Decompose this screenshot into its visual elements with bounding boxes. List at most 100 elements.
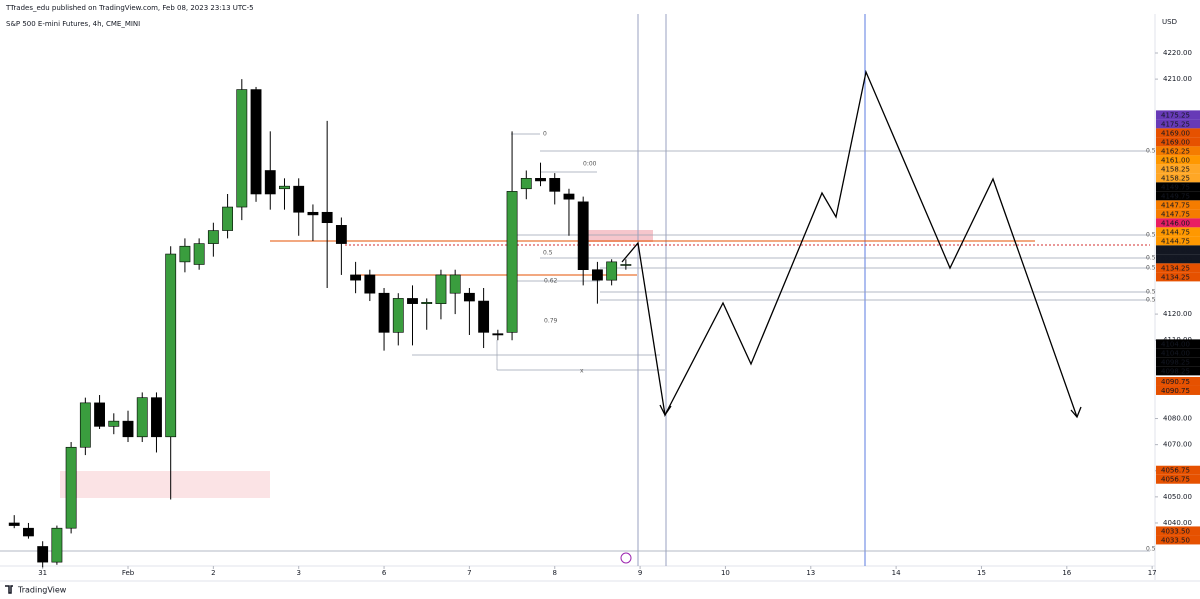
price-badge-label: 4175.25	[1161, 111, 1190, 119]
price-badge	[1156, 474, 1200, 484]
x-tick-label: 7	[467, 569, 471, 577]
candle-body	[8, 522, 20, 526]
brand-logo	[5, 585, 13, 594]
price-badge	[1156, 245, 1200, 255]
price-badge	[1156, 209, 1200, 219]
fib-label: 0.5	[543, 250, 553, 257]
price-badge-label: 4134.25	[1161, 273, 1190, 281]
candle-body	[478, 300, 490, 333]
fib-lines	[0, 133, 1150, 552]
candle-body	[577, 201, 589, 271]
fib-label: 0	[543, 131, 547, 138]
x-tick-label: 9	[638, 569, 642, 577]
candle-body	[279, 185, 290, 190]
candle-body	[606, 261, 618, 281]
candle-body	[264, 170, 276, 195]
price-badge	[1156, 119, 1200, 129]
candle-body	[364, 274, 376, 294]
price-badge-label: 4098.25	[1161, 367, 1190, 375]
candle-body	[492, 333, 504, 336]
candle-body	[236, 89, 248, 208]
price-badge	[1156, 110, 1200, 120]
price-badge	[1156, 535, 1200, 545]
candle-body	[165, 253, 177, 438]
candle-body	[421, 302, 433, 304]
price-badge	[1156, 200, 1200, 210]
candle-body	[94, 402, 105, 427]
fib-label: x	[580, 368, 584, 375]
price-badge-label: 4104.00	[1161, 340, 1190, 348]
price-badge	[1156, 146, 1200, 156]
symbol-line: S&P 500 E-mini Futures, 4h, CME_MINI	[6, 20, 140, 28]
price-badge-label: 4090.75	[1161, 387, 1190, 395]
candle-body	[193, 243, 205, 265]
price-badge	[1156, 385, 1200, 395]
price-badge	[1156, 357, 1200, 367]
price-badge	[1156, 227, 1200, 237]
price-badge-label: 4144.75	[1161, 228, 1190, 236]
price-badge-label: 4098.25	[1161, 358, 1190, 366]
price-badge-label: 4149.75	[1161, 192, 1190, 200]
price-badge-label: 4169.00	[1161, 129, 1190, 137]
price-badge-label: 4169.00	[1161, 138, 1190, 146]
price-badge	[1156, 173, 1200, 183]
y-tick-label: 4120.00	[1163, 310, 1192, 318]
price-badge	[1156, 254, 1200, 264]
price-badge-label: 4158.25	[1161, 165, 1190, 173]
price-badge-label: 4104.00	[1161, 349, 1190, 357]
price-badge	[1156, 191, 1200, 201]
candle-body	[222, 206, 234, 231]
price-badge-label: 4090.75	[1161, 378, 1190, 386]
candle-body	[535, 178, 546, 182]
zone	[587, 230, 653, 242]
fib-label: 0:00	[583, 161, 597, 168]
price-badge	[1156, 155, 1200, 165]
candle-body	[520, 178, 532, 190]
candle-body	[435, 274, 447, 304]
arrow-head	[659, 404, 1082, 419]
candle-body	[179, 245, 191, 263]
candle-body	[108, 420, 120, 427]
fib-label: 0.79	[544, 318, 558, 325]
candle-body	[293, 185, 305, 213]
price-badge-label: 4056.75	[1161, 476, 1190, 484]
x-tick-label: 16	[1062, 569, 1071, 577]
candle-body	[51, 527, 63, 563]
x-tick-label: 17	[1148, 569, 1157, 577]
y-tick-label: 4080.00	[1163, 415, 1192, 423]
x-tick-label: 14	[892, 569, 901, 577]
price-badge-label: 4158.25	[1161, 174, 1190, 182]
candle-body	[136, 397, 148, 438]
candle-body	[79, 402, 91, 448]
y-tick-label: 4070.00	[1163, 441, 1192, 449]
x-tick-label: 6	[382, 569, 387, 577]
candle-body	[250, 89, 262, 195]
fib-label: 0.5	[1146, 546, 1156, 553]
brand: TradingView	[17, 586, 67, 595]
fib-label: 0.5	[1146, 289, 1156, 296]
candle-body	[321, 211, 333, 224]
candle-body	[37, 546, 49, 563]
candle-body	[549, 178, 561, 192]
fib-label: 0.5	[1146, 148, 1156, 155]
candle-body	[350, 274, 362, 281]
candle-body	[335, 225, 347, 244]
price-badge	[1156, 465, 1200, 475]
y-tick-label: 4220.00	[1163, 49, 1192, 57]
event-icon	[620, 552, 632, 564]
x-tick-label: 10	[721, 569, 730, 577]
price-badge	[1156, 526, 1200, 536]
candle-body	[207, 230, 219, 244]
candle-body	[23, 527, 34, 537]
price-badge	[1156, 218, 1200, 228]
price-badge-label: 4139.00	[1161, 246, 1190, 254]
candle-body	[65, 446, 77, 529]
price-badge-label: 4134.25	[1161, 264, 1190, 272]
price-badge-label: 4149.75	[1161, 183, 1190, 191]
candle-body	[151, 397, 162, 438]
x-tick-label: 13	[806, 569, 815, 577]
candle-body	[506, 191, 518, 333]
